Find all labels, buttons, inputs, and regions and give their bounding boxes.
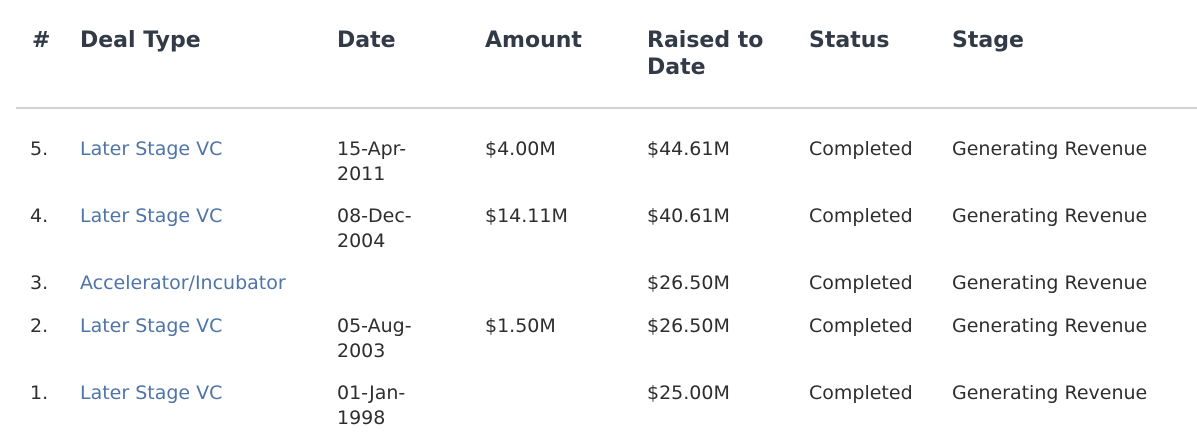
date-line1: 15-Apr- [337,138,407,160]
status-cell: Completed [809,315,913,337]
header-date[interactable]: Date [337,0,485,109]
status-cell: Completed [809,138,913,160]
row-num: 4. [30,205,49,227]
amount-cell [485,271,647,314]
date-line1: 01-Jan- [337,382,406,404]
deals-table: # Deal Type Date Amount Raised to Date S… [16,0,1197,448]
table-row: 3. Accelerator/Incubator $26.50M Complet… [16,271,1197,314]
table-row: 5. Later Stage VC 15-Apr- 2011 $4.00M $4… [16,108,1197,204]
header-stage[interactable]: Stage [952,0,1197,109]
date-line2: 2004 [337,230,386,252]
table-header: # Deal Type Date Amount Raised to Date S… [16,0,1197,109]
header-deal-type[interactable]: Deal Type [80,0,337,109]
status-cell: Completed [809,205,913,227]
stage-cell: Generating Revenue [952,382,1148,404]
stage-cell: Generating Revenue [952,205,1148,227]
date-cell: 01-Jan- 1998 [337,381,485,448]
table-body: 5. Later Stage VC 15-Apr- 2011 $4.00M $4… [16,108,1197,448]
raised-to-date-cell: $25.00M [647,382,730,404]
deal-type-link[interactable]: Later Stage VC [80,205,223,227]
header-raised-line1: Raised to [647,28,764,53]
amount-cell: $4.00M [485,138,556,160]
date-cell: 08-Dec- 2004 [337,204,485,271]
date-line2: 2011 [337,163,386,185]
deal-type-link[interactable]: Later Stage VC [80,382,223,404]
raised-to-date-cell: $40.61M [647,205,730,227]
row-num: 3. [30,272,49,294]
header-row: # Deal Type Date Amount Raised to Date S… [16,0,1197,109]
deal-type-cell: Later Stage VC [80,314,337,381]
amount-cell: $1.50M [485,315,556,337]
deal-type-link[interactable]: Accelerator/Incubator [80,272,286,294]
raised-to-date-cell: $26.50M [647,272,730,294]
header-amount[interactable]: Amount [485,0,647,109]
date-cell: 05-Aug- 2003 [337,314,485,381]
date-line1: 08-Dec- [337,205,412,227]
header-num[interactable]: # [16,0,80,109]
amount-cell [485,381,647,448]
row-num: 5. [30,138,49,160]
date-line2: 1998 [337,407,386,429]
status-cell: Completed [809,382,913,404]
table-row: 2. Later Stage VC 05-Aug- 2003 $1.50M $2… [16,314,1197,381]
deal-type-cell: Accelerator/Incubator [80,271,337,314]
deal-type-cell: Later Stage VC [80,381,337,448]
stage-cell: Generating Revenue [952,315,1148,337]
date-cell [337,271,485,314]
deal-type-cell: Later Stage VC [80,204,337,271]
stage-cell: Generating Revenue [952,272,1148,294]
raised-to-date-cell: $44.61M [647,138,730,160]
deal-type-link[interactable]: Later Stage VC [80,315,223,337]
date-line2: 2003 [337,340,386,362]
date-cell: 15-Apr- 2011 [337,108,485,204]
deal-type-cell: Later Stage VC [80,108,337,204]
amount-cell: $14.11M [485,205,568,227]
stage-cell: Generating Revenue [952,138,1148,160]
row-num: 1. [30,382,49,404]
deal-type-link[interactable]: Later Stage VC [80,138,223,160]
date-line1: 05-Aug- [337,315,412,337]
row-num: 2. [30,315,49,337]
header-raised-to-date[interactable]: Raised to Date [647,0,809,109]
table-row: 4. Later Stage VC 08-Dec- 2004 $14.11M $… [16,204,1197,271]
table-row: 1. Later Stage VC 01-Jan- 1998 $25.00M C… [16,381,1197,448]
status-cell: Completed [809,272,913,294]
raised-to-date-cell: $26.50M [647,315,730,337]
header-raised-line2: Date [647,55,706,80]
header-status[interactable]: Status [809,0,952,109]
